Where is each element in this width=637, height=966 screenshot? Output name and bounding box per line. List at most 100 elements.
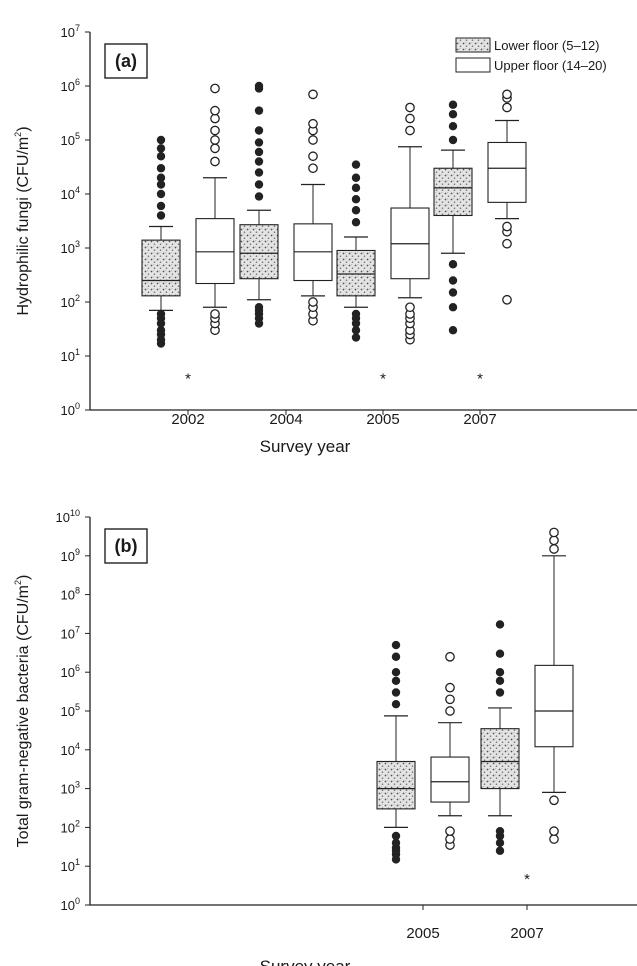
outlier-point	[405, 302, 415, 313]
outlier-point	[308, 135, 318, 145]
y-tick-label: 106	[61, 663, 80, 680]
outlier-point	[549, 527, 559, 538]
legend-label: Lower floor (5–12)	[494, 38, 600, 53]
box-lower-2007	[480, 620, 520, 855]
outlier-point	[156, 180, 166, 189]
box-iqr	[433, 167, 473, 217]
outlier-point	[210, 309, 220, 319]
outlier-point	[391, 688, 401, 697]
y-tick-label: 104	[61, 741, 80, 758]
outlier-point	[445, 651, 455, 662]
y-tick-label: 100	[61, 401, 80, 418]
outlier-point	[549, 544, 559, 554]
outlier-point	[351, 333, 361, 342]
y-tick-label: 100	[61, 896, 80, 913]
outlier-point	[495, 688, 505, 697]
outlier-point	[156, 211, 166, 220]
legend-label: Upper floor (14–20)	[494, 58, 607, 73]
x-axis-label: Survey year	[260, 437, 351, 456]
outlier-point	[445, 834, 455, 844]
y-axis-label: Hydrophilic fungi (CFU/m2)	[13, 126, 32, 315]
outlier-point	[448, 276, 458, 285]
outlier-point	[549, 795, 559, 806]
outlier-point	[156, 201, 166, 211]
box-lower-2002	[141, 135, 181, 348]
outlier-point	[308, 118, 318, 129]
outlier-point	[495, 649, 505, 658]
outlier-point	[308, 151, 318, 162]
outlier-point	[254, 106, 264, 115]
panel-label: (a)	[115, 51, 137, 71]
panel-label-box	[104, 528, 148, 564]
box-upper-2005	[430, 651, 470, 850]
outlier-point	[448, 122, 458, 131]
outlier-point	[351, 160, 361, 169]
box-iqr	[480, 728, 520, 790]
box-iqr	[336, 249, 376, 297]
outlier-point	[156, 144, 166, 153]
box-upper-2002	[195, 83, 235, 336]
box-iqr	[195, 218, 235, 285]
outlier-point	[156, 326, 166, 335]
outlier-point	[254, 168, 264, 177]
outlier-point	[351, 195, 361, 204]
box-upper-2004	[293, 89, 333, 326]
outlier-point	[254, 192, 264, 201]
outlier-point	[495, 838, 505, 848]
outlier-point	[445, 826, 455, 837]
outlier-point	[405, 102, 415, 113]
outlier-point	[254, 157, 264, 166]
outlier-point	[391, 838, 401, 848]
outlier-point	[210, 143, 220, 154]
outlier-point	[351, 206, 361, 215]
box-upper-2007	[487, 89, 527, 305]
outlier-point	[502, 221, 512, 232]
y-tick-label: 105	[61, 702, 80, 719]
outlier-point	[445, 706, 455, 716]
outlier-point	[351, 173, 361, 182]
outlier-point	[391, 831, 401, 841]
x-category-label: 2005	[366, 411, 399, 428]
y-tick-label: 102	[61, 818, 80, 835]
significance-asterisk: *	[477, 370, 483, 387]
x-category-label: 2004	[269, 411, 302, 428]
outlier-point	[156, 164, 166, 173]
y-tick-label: 103	[61, 780, 80, 797]
legend-swatch	[455, 37, 491, 53]
outlier-point	[448, 288, 458, 297]
outlier-point	[210, 83, 220, 94]
outlier-point	[156, 189, 166, 199]
outlier-point	[502, 102, 512, 113]
outlier-point	[549, 826, 559, 837]
box-iqr	[534, 664, 574, 748]
x-axis-label: Survey year	[260, 957, 351, 966]
significance-asterisk: *	[380, 370, 386, 387]
panel-0: 100 101 102 103 104 105 106 107 Hydrophilic fung…	[13, 23, 637, 418]
panel-1: 100 101 102 103 104 105 106 107 108 109 1010 Total …	[13, 508, 637, 913]
box-iqr	[430, 756, 470, 803]
x-category-label: 2007	[510, 925, 543, 942]
outlier-point	[254, 147, 264, 157]
y-tick-label: 109	[61, 547, 80, 564]
y-tick-label: 103	[61, 239, 80, 256]
outlier-point	[210, 105, 220, 116]
outlier-point	[405, 125, 415, 136]
outlier-point	[210, 125, 220, 136]
outlier-point	[351, 183, 361, 193]
box-iqr	[487, 141, 527, 203]
x-category-label: 2002	[171, 411, 204, 428]
outlier-point	[210, 156, 220, 167]
panel-label: (b)	[115, 536, 138, 556]
y-tick-label: 1010	[56, 508, 80, 525]
box-lower-2005	[376, 640, 416, 864]
y-tick-label: 104	[61, 185, 80, 202]
outlier-point	[391, 652, 401, 661]
x-category-label: 2007	[463, 411, 496, 428]
y-tick-label: 101	[61, 857, 80, 874]
outlier-point	[448, 326, 458, 335]
significance-asterisk: *	[185, 370, 191, 387]
y-tick-label: 101	[61, 347, 80, 364]
outlier-point	[351, 309, 361, 319]
outlier-point	[391, 676, 401, 686]
